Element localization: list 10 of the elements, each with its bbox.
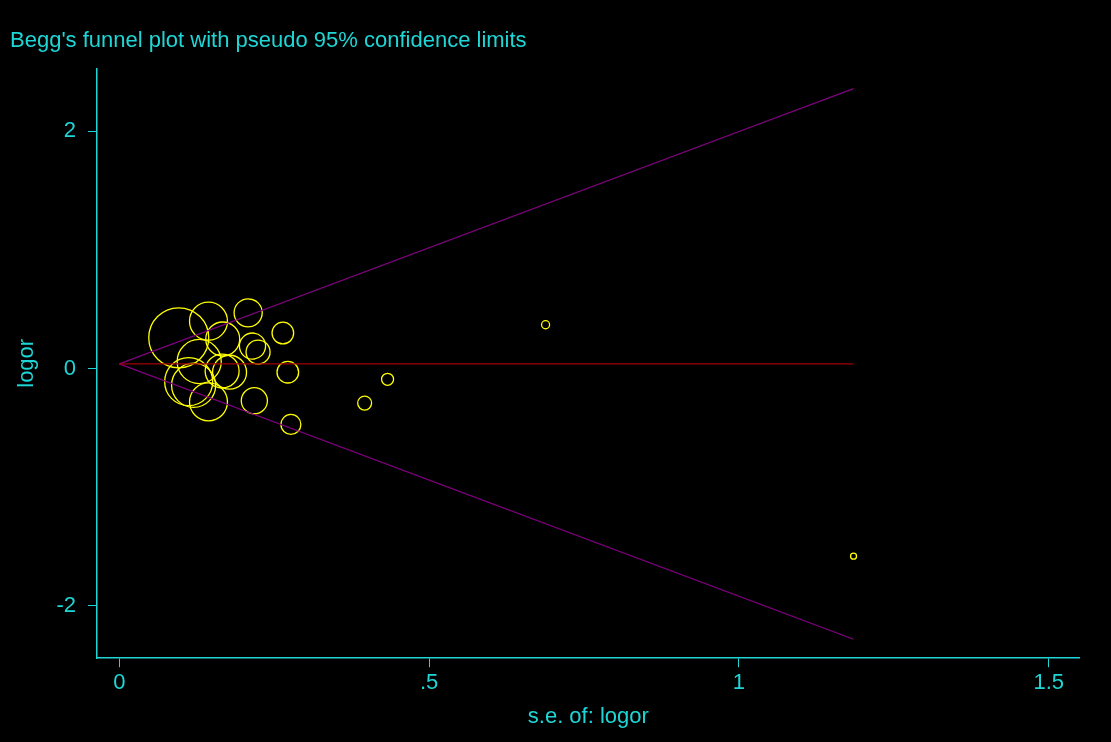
x-tick-label: .5 — [419, 669, 439, 695]
x-tick-label: 1.5 — [1033, 669, 1065, 695]
y-tick-label: 0 — [63, 354, 76, 380]
x-axis-title: s.e. of: logor — [527, 702, 649, 728]
x-tick-label: 0 — [113, 669, 126, 695]
y-tick-label: -2 — [56, 592, 76, 618]
y-tick-label: 2 — [63, 117, 76, 143]
x-tick-label: 1 — [732, 669, 746, 695]
y-axis-title: logor — [13, 338, 39, 388]
chart-title: Begg's funnel plot with pseudo 95% confidence limits — [10, 27, 527, 53]
